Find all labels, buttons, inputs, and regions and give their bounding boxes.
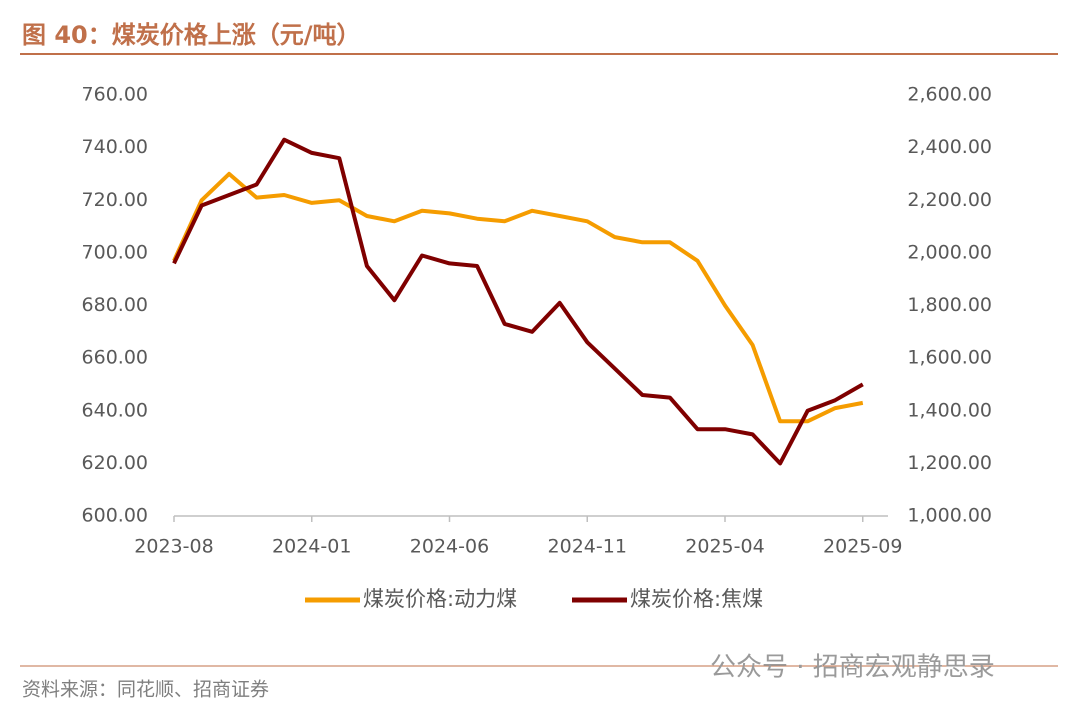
x-tick-label: 2023-08 (134, 536, 213, 558)
x-tick-label: 2025-04 (685, 536, 764, 558)
y2-tick-label: 1,400.00 (907, 399, 992, 421)
y-tick-label: 660.00 (82, 347, 148, 369)
x-tick-label: 2024-06 (410, 536, 489, 558)
y-tick-label: 640.00 (82, 399, 148, 421)
x-tick-label: 2024-01 (272, 536, 351, 558)
x-tick-label: 2024-11 (548, 536, 627, 558)
y-tick-label: 720.00 (82, 189, 148, 211)
x-tick-label: 2025-09 (823, 536, 902, 558)
legend-label: 煤炭价格:焦煤 (630, 587, 763, 611)
y2-tick-label: 1,800.00 (907, 294, 992, 316)
y-tick-label: 700.00 (82, 241, 148, 263)
y2-tick-label: 2,400.00 (907, 136, 992, 158)
y-tick-label: 680.00 (82, 294, 148, 316)
y2-tick-label: 1,000.00 (907, 505, 992, 527)
series-line (172, 171, 864, 424)
series-line (172, 137, 864, 466)
y2-tick-label: 2,200.00 (907, 189, 992, 211)
watermark: 公众号 · 招商宏观静思录 (710, 653, 995, 683)
y2-tick-label: 2,600.00 (907, 84, 992, 106)
legend-label: 煤炭价格:动力煤 (363, 587, 517, 611)
chart-title: 图 40：煤炭价格上涨（元/吨） (22, 21, 361, 49)
y2-tick-label: 2,000.00 (907, 241, 992, 263)
source: 资料来源：同花顺、招商证券 (22, 679, 269, 701)
y-tick-label: 600.00 (82, 505, 148, 527)
y2-tick-label: 1,200.00 (907, 452, 992, 474)
y-tick-label: 740.00 (82, 136, 148, 158)
y2-tick-label: 1,600.00 (907, 347, 992, 369)
y-tick-label: 620.00 (82, 452, 148, 474)
y-tick-label: 760.00 (82, 84, 148, 106)
